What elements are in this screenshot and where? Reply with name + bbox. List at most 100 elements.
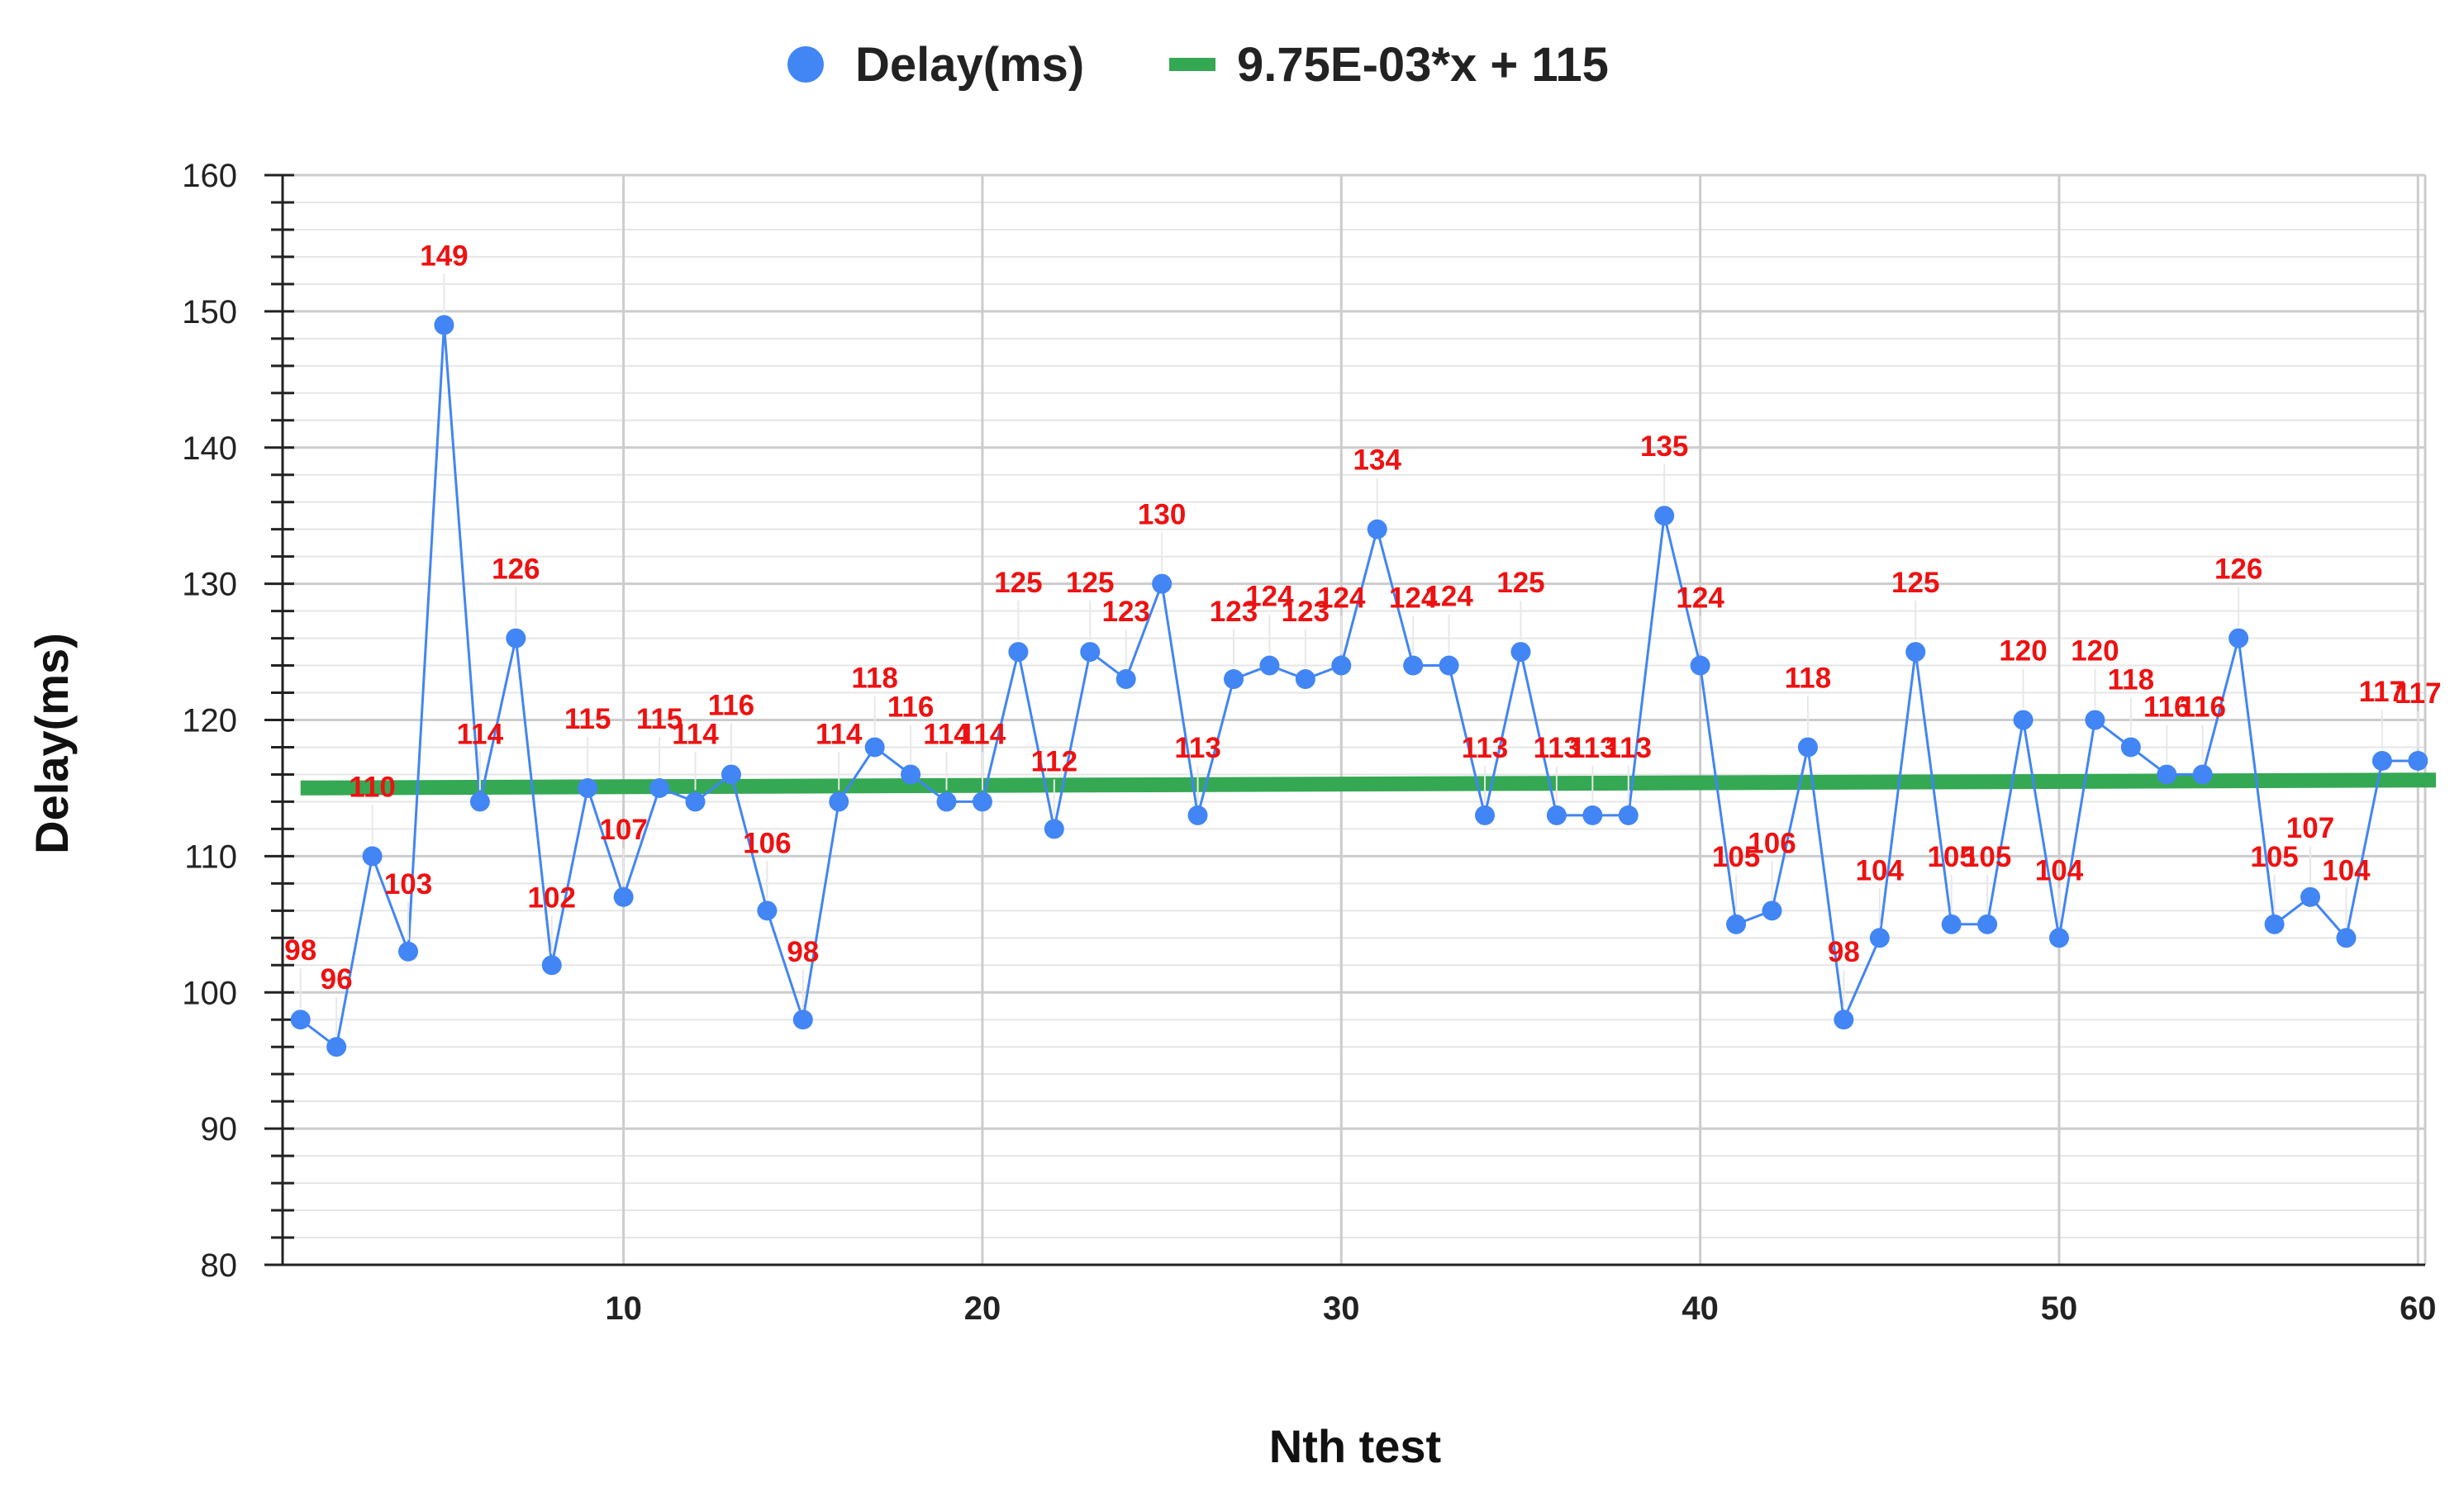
data-point bbox=[1008, 642, 1029, 663]
data-point bbox=[362, 846, 383, 867]
grid bbox=[283, 173, 2427, 1266]
data-label: 125 bbox=[1891, 567, 1939, 599]
data-label: 118 bbox=[2108, 663, 2154, 696]
legend-label-delay: Delay(ms) bbox=[855, 38, 1084, 92]
data-point bbox=[1367, 519, 1387, 539]
data-label: 113 bbox=[1605, 732, 1652, 764]
data-label: 98 bbox=[787, 936, 819, 968]
data-point bbox=[2264, 914, 2285, 934]
data-label: 114 bbox=[672, 718, 719, 750]
data-label: 120 bbox=[2071, 635, 2119, 668]
legend: Delay(ms) 9.75E-03*x + 115 bbox=[787, 38, 1609, 92]
data-label: 114 bbox=[816, 718, 863, 750]
y-tick-label: 110 bbox=[184, 839, 237, 875]
data-point bbox=[1403, 655, 1424, 676]
legend-marker-delay bbox=[787, 46, 824, 83]
data-label: 114 bbox=[923, 718, 970, 750]
data-label: 126 bbox=[2214, 554, 2262, 586]
data-point bbox=[1797, 737, 1818, 758]
x-axis-title: Nth test bbox=[1269, 1420, 1441, 1472]
data-label: 125 bbox=[1066, 567, 1114, 599]
x-tick-label: 40 bbox=[1682, 1290, 1719, 1327]
data-point bbox=[506, 628, 526, 649]
x-tick-label: 10 bbox=[605, 1290, 642, 1327]
data-point bbox=[398, 941, 419, 962]
data-label: 130 bbox=[1138, 499, 1186, 531]
data-point bbox=[1977, 914, 1998, 934]
data-label: 114 bbox=[457, 718, 504, 750]
y-tick-label: 80 bbox=[201, 1247, 238, 1284]
data-point bbox=[2408, 750, 2428, 771]
data-label: 124 bbox=[1389, 582, 1438, 615]
data-point bbox=[829, 791, 849, 812]
data-point bbox=[1080, 642, 1101, 663]
data-label: 105 bbox=[1963, 841, 2011, 873]
data-label: 116 bbox=[2179, 691, 2225, 723]
data-label: 123 bbox=[1210, 596, 1258, 628]
trendline bbox=[300, 772, 2437, 796]
data-point bbox=[2300, 886, 2321, 907]
data-label: 124 bbox=[1245, 581, 1294, 613]
x-tick-label: 60 bbox=[2400, 1290, 2437, 1327]
data-point bbox=[2229, 628, 2249, 649]
data-point bbox=[2336, 928, 2357, 948]
delay-series-line bbox=[299, 325, 2419, 1049]
data-label: 105 bbox=[1712, 841, 1760, 873]
data-point bbox=[1905, 642, 1926, 663]
data-label: 118 bbox=[1785, 662, 1831, 694]
data-point bbox=[1295, 669, 1315, 690]
data-labels: 9896110103149114126102115107115114116106… bbox=[284, 240, 2442, 1036]
data-point bbox=[1582, 805, 1603, 825]
data-label: 107 bbox=[2286, 812, 2334, 844]
data-label: 120 bbox=[1999, 635, 2047, 668]
data-point bbox=[1259, 655, 1280, 676]
data-label: 134 bbox=[1353, 444, 1402, 477]
data-label: 149 bbox=[420, 240, 468, 272]
data-label: 116 bbox=[708, 689, 754, 721]
series-layer bbox=[290, 315, 2428, 1057]
data-point bbox=[1223, 669, 1244, 690]
data-label: 103 bbox=[384, 868, 432, 900]
data-point bbox=[1187, 805, 1208, 825]
data-point bbox=[901, 764, 921, 785]
data-label: 98 bbox=[1828, 936, 1860, 968]
data-point bbox=[1762, 900, 1782, 921]
data-point bbox=[1726, 914, 1747, 934]
data-point bbox=[469, 791, 490, 812]
data-point bbox=[541, 955, 562, 976]
data-point bbox=[2085, 710, 2105, 730]
x-tick-label: 50 bbox=[2041, 1290, 2078, 1327]
data-point bbox=[1331, 655, 1352, 676]
data-point bbox=[2120, 737, 2141, 758]
data-point bbox=[1941, 914, 1962, 934]
x-tick-label: 30 bbox=[1323, 1290, 1360, 1327]
data-point bbox=[578, 777, 598, 798]
data-label: 107 bbox=[599, 814, 647, 846]
data-point bbox=[972, 791, 992, 812]
data-point bbox=[1044, 819, 1064, 839]
y-tick-label: 100 bbox=[182, 975, 237, 1011]
data-point bbox=[936, 791, 957, 812]
data-label: 123 bbox=[1282, 596, 1330, 628]
data-point bbox=[1618, 805, 1639, 825]
data-label: 104 bbox=[2322, 854, 2371, 886]
data-point bbox=[1115, 669, 1136, 690]
data-label: 112 bbox=[1031, 745, 1077, 777]
data-point bbox=[864, 737, 885, 758]
data-label: 104 bbox=[2035, 854, 2084, 886]
x-tick-label: 20 bbox=[964, 1290, 1001, 1327]
y-axis-title: Delay(ms) bbox=[26, 633, 78, 854]
data-label: 104 bbox=[1856, 854, 1905, 886]
data-label: 115 bbox=[636, 703, 683, 735]
data-point bbox=[1510, 642, 1531, 663]
axes bbox=[264, 173, 2425, 1266]
data-label: 117 bbox=[2395, 677, 2441, 710]
tick-labels: 80 90 100 110 120 130 140 150 160 10 20 30 40 50 60 bbox=[182, 158, 2436, 1327]
data-point bbox=[434, 315, 454, 335]
y-tick-label: 130 bbox=[182, 567, 237, 603]
data-label: 135 bbox=[1640, 430, 1688, 463]
data-point bbox=[1546, 805, 1567, 825]
data-label: 113 bbox=[1462, 732, 1508, 764]
data-point bbox=[1869, 928, 1890, 948]
